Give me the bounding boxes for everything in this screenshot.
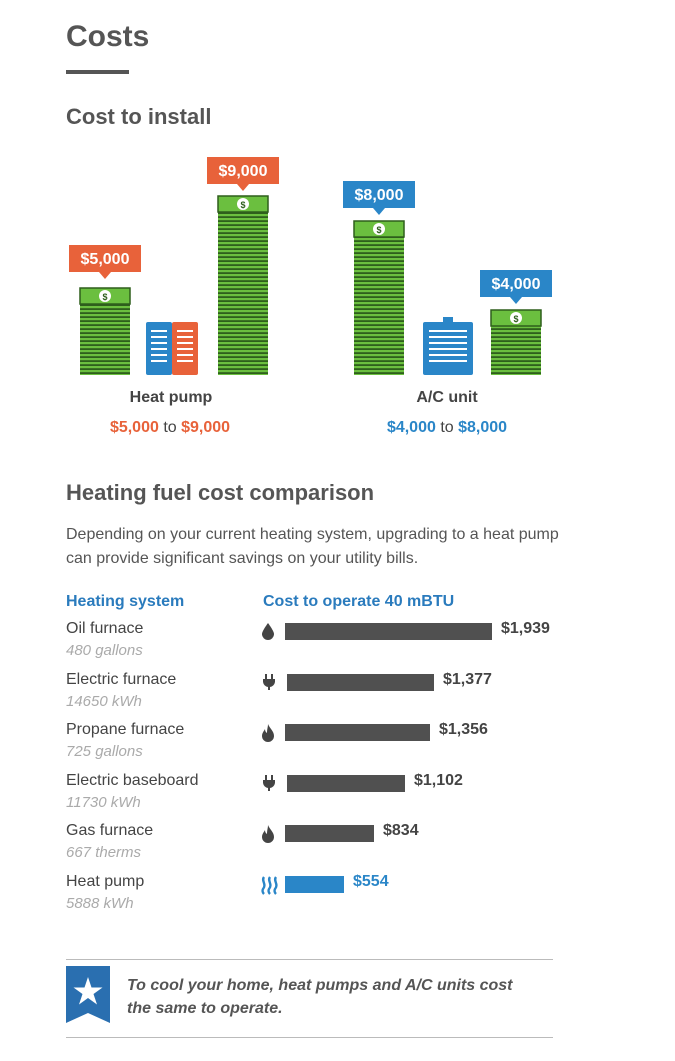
heat-pump-range-to: to [163,419,177,436]
cooling-callout [66,959,553,1038]
price-tag-ac-high: $8,000 [343,181,415,215]
value-label-electric-furnace: $1,377 [443,670,492,688]
bar-propane-furnace [285,724,430,742]
heat-pump-label: Heat pump [129,389,213,406]
ac-unit-icon [423,317,473,375]
value-label-heat-pump: $554 [353,873,389,890]
system-name-gas-furnace: Gas furnace [66,822,154,840]
plug-icon [260,774,278,797]
money-stack-heat-pump-low: $ [79,287,131,375]
system-name-electric-baseboard: Electric baseboard [66,771,199,789]
fuel-intro: Depending on your current heating system… [66,526,559,567]
flame-icon [260,723,276,748]
price-tag-heat-pump-high-text: $9,000 [219,163,268,180]
ac-unit-range-low: $4,000 [386,419,436,436]
star-icon [66,966,110,1023]
bar-heat-pump [285,876,344,893]
bar-electric-furnace [287,673,434,691]
price-tag-heat-pump-low: $5,000 [69,245,141,279]
oil-drop-icon [260,622,276,645]
price-tag-ac-high-text: $8,000 [355,187,404,204]
system-name-electric-furnace: Electric furnace [66,670,177,688]
svg-text:$: $ [376,225,381,235]
fuel-heading: Heating fuel cost comparison [66,480,375,505]
ac-unit-range-to: to [440,419,454,436]
column-header-system: Heating system [66,593,185,610]
price-tag-heat-pump-high: $9,000 [207,157,279,191]
heat-pump-waves-icon [260,875,280,900]
ac-unit-range-high: $8,000 [458,419,508,436]
callout-text: To cool your home, heat pumps and A/C un… [127,977,513,1017]
price-tag-ac-low: $4,000 [480,270,552,304]
price-tag-ac-low-text: $4,000 [492,276,541,293]
page-title: Costs [66,20,150,53]
value-label-gas-furnace: $834 [383,822,419,840]
system-name-oil-furnace: Oil furnace [66,620,144,637]
ac-unit-range: $4,000 to $8,000 [347,419,547,437]
system-usage-electric-baseboard: 11730 kWh [66,793,141,811]
system-usage-oil-furnace: 480 gallons [66,642,143,659]
system-usage-heat-pump: 5888 kWh [66,895,134,912]
bar-gas-furnace [285,825,374,843]
svg-text:$: $ [102,292,107,302]
plug-icon [260,673,278,696]
heat-pump-range: $5,000 to $9,000 [70,419,270,437]
system-usage-propane-furnace: 725 gallons [66,743,143,761]
money-stack-ac-high: $ [353,220,405,375]
bar-electric-baseboard [287,774,405,792]
svg-text:$: $ [240,200,245,210]
heat-pump-unit-icon [146,322,198,375]
system-usage-gas-furnace: 667 therms [66,844,142,862]
bar-oil-furnace [285,623,492,640]
value-label-electric-baseboard: $1,102 [414,771,463,789]
system-usage-electric-furnace: 14650 kWh [66,692,142,710]
value-label-propane-furnace: $1,356 [439,721,488,739]
column-header-cost: Cost to operate 40 mBTU [263,593,455,610]
price-tag-heat-pump-low-text: $5,000 [81,251,130,268]
svg-text:$: $ [513,314,518,324]
flame-icon [260,824,276,849]
title-underline [66,70,129,74]
value-label-oil-furnace: $1,939 [501,620,550,637]
ac-unit-label: A/C unit [416,389,478,406]
install-cost-graphic: $ $ $ $ $5,000 [69,157,552,375]
heat-pump-range-low: $5,000 [109,419,159,436]
install-heading: Cost to install [66,104,212,129]
system-name-heat-pump: Heat pump [66,873,145,890]
money-stack-ac-low: $ [490,309,542,375]
money-stack-heat-pump-high: $ [217,195,269,375]
heat-pump-range-high: $9,000 [181,419,231,436]
system-name-propane-furnace: Propane furnace [66,721,185,739]
